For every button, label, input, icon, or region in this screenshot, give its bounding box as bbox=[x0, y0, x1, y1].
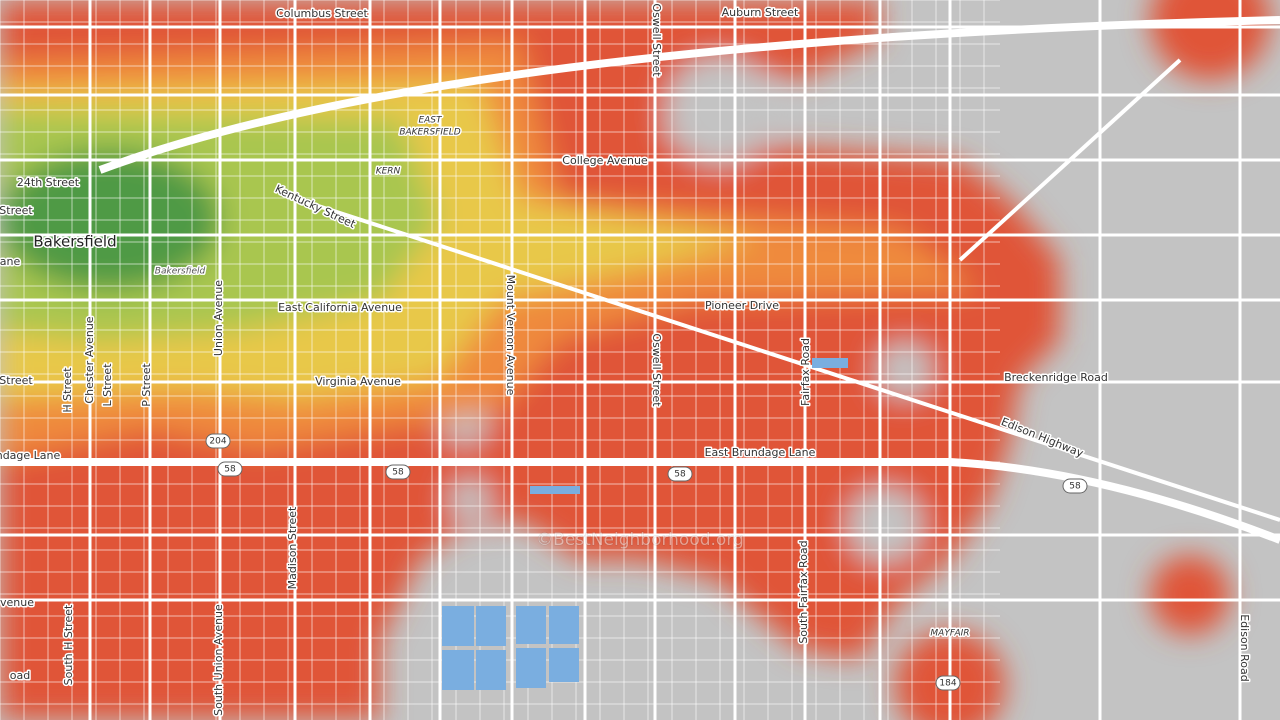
highway bbox=[299, 198, 1280, 522]
freeway bbox=[98, 16, 1280, 174]
street-label: Madison Street bbox=[286, 506, 299, 589]
street-label: Street bbox=[0, 204, 33, 217]
street-label: ndage Lane bbox=[0, 449, 61, 462]
street-label: Fairfax Road bbox=[799, 338, 812, 406]
route-shield bbox=[385, 464, 411, 480]
route-number: 58 bbox=[1069, 482, 1081, 492]
street-label: Pioneer Drive bbox=[705, 299, 779, 312]
street-label: EAST bbox=[418, 116, 443, 126]
street-label: Oswell Street bbox=[650, 3, 663, 77]
labels: Columbus Street Auburn Street Oswell Stree… bbox=[0, 2, 1253, 717]
street-label: P Street bbox=[140, 363, 153, 407]
street-label: 24th Street bbox=[17, 176, 80, 189]
street-label: L Street bbox=[101, 363, 114, 407]
route-shield bbox=[205, 433, 231, 449]
street-label: KERN bbox=[376, 167, 401, 177]
freeway bbox=[0, 458, 1280, 544]
route-number: 204 bbox=[209, 437, 226, 447]
water bbox=[442, 358, 848, 690]
street-label: BAKERSFIELD bbox=[399, 128, 460, 138]
street-label: Edison Road bbox=[1238, 614, 1251, 682]
route-number: 184 bbox=[939, 679, 956, 689]
street-label: Bakersfield bbox=[33, 233, 116, 251]
route-number: 58 bbox=[224, 465, 236, 475]
street-label: Auburn Street bbox=[722, 6, 799, 19]
street-label: South Fairfax Road bbox=[797, 540, 810, 643]
route-shield bbox=[667, 466, 693, 482]
watermark: ©BestNeighborhood.org bbox=[536, 530, 744, 550]
street-label: Oswell Street bbox=[650, 333, 663, 407]
street-label: East Brundage Lane bbox=[705, 446, 816, 459]
street-label: South Union Avenue bbox=[212, 604, 225, 716]
street-label: ane bbox=[0, 255, 20, 268]
street-label: H Street bbox=[61, 367, 74, 413]
street-label: East California Avenue bbox=[278, 301, 402, 314]
street-label: College Avenue bbox=[562, 154, 648, 167]
street-label: MAYFAIR bbox=[930, 629, 969, 639]
highway bbox=[958, 58, 1182, 262]
street-label: Street bbox=[0, 374, 33, 387]
street-label: Bakersfield bbox=[155, 267, 206, 277]
street-label: South H Street bbox=[62, 604, 75, 685]
street-label: venue bbox=[0, 596, 34, 609]
street-label: Mount Vernon Avenue bbox=[504, 275, 517, 396]
route-number: 58 bbox=[392, 468, 404, 478]
route-shield bbox=[217, 461, 243, 477]
route-number: 58 bbox=[674, 470, 686, 480]
route-shield bbox=[1062, 478, 1088, 494]
street-label: Union Avenue bbox=[212, 280, 225, 356]
street-label: Breckenridge Road bbox=[1004, 371, 1108, 384]
street-label: oad bbox=[10, 669, 30, 682]
route-shield bbox=[935, 675, 961, 691]
street-label: Chester Avenue bbox=[83, 316, 96, 403]
street-label: Columbus Street bbox=[276, 7, 368, 20]
street-label: Virginia Avenue bbox=[315, 375, 401, 388]
